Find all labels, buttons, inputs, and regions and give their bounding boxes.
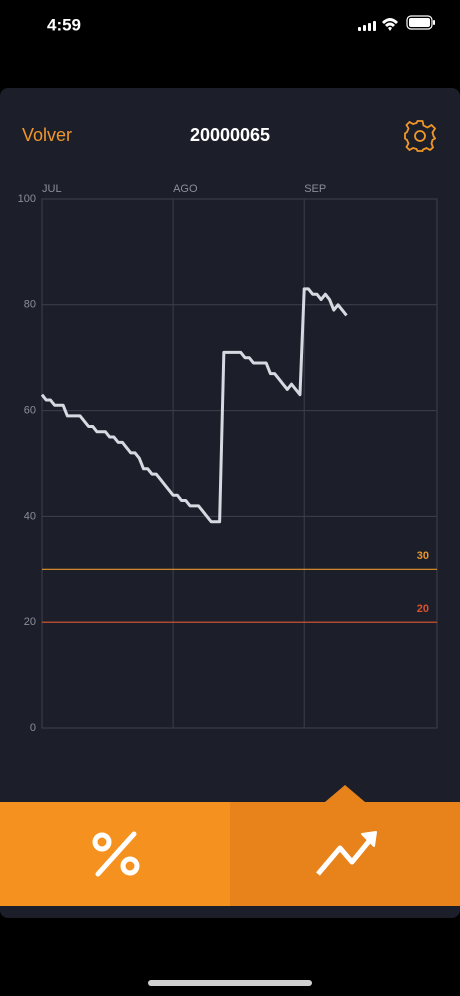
y-tick-label: 60 [24, 405, 36, 417]
home-indicator [148, 980, 312, 986]
back-button[interactable]: Volver [22, 125, 72, 145]
tab-pointer [325, 785, 365, 802]
x-tick-label: AGO [173, 183, 198, 195]
x-tick-label: SEP [304, 183, 326, 195]
y-tick-label: 0 [30, 722, 36, 734]
x-tick-label: JUL [42, 183, 62, 195]
y-tick-label: 40 [24, 510, 36, 522]
threshold-label: 20 [417, 603, 429, 615]
threshold-label: 30 [417, 550, 429, 562]
card [0, 88, 460, 918]
status-time: 4:59 [47, 15, 81, 34]
y-tick-label: 100 [18, 193, 36, 205]
trend-icon [316, 831, 377, 876]
settings-icon[interactable] [404, 120, 437, 152]
y-tick-label: 80 [24, 299, 36, 311]
data-line [40, 287, 348, 524]
y-tick-label: 20 [24, 616, 36, 628]
plot: 0 20 40 60 80 100 JUL AGO SEP 30 20 [18, 183, 438, 734]
header-title: 20000065 [190, 125, 270, 145]
percent-icon [92, 831, 140, 877]
status-icons [358, 15, 435, 31]
